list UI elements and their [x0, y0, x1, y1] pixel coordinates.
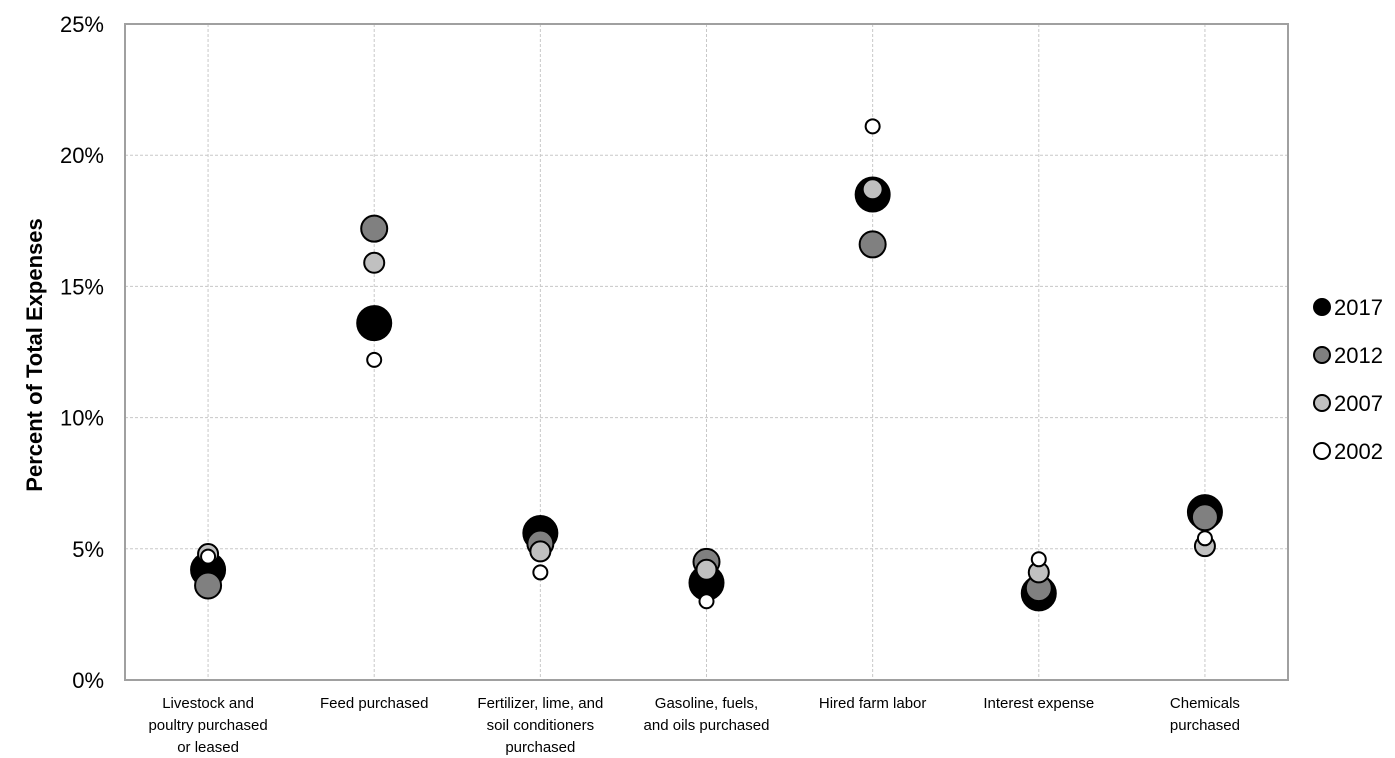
point-2002-2: [532, 564, 549, 581]
legend-marker-2002: [1313, 442, 1331, 460]
data-points: [190, 118, 1223, 612]
y-tick-label: 0%: [72, 668, 104, 693]
point-2007-4: [861, 178, 884, 201]
point-2012-0: [194, 571, 223, 600]
legend-marker-2012: [1313, 346, 1331, 364]
y-tick-label: 5%: [72, 537, 104, 562]
legend-label-2017: 2017: [1334, 295, 1383, 320]
point-2017-1: [356, 305, 393, 342]
legend-marker-2017: [1313, 298, 1331, 316]
y-axis-ticks: 0% 5% 10% 15% 20% 25%: [60, 12, 104, 693]
point-2002-0: [200, 548, 217, 565]
point-2012-6: [1190, 503, 1219, 532]
x-category-label: Interest expense: [983, 695, 1094, 712]
x-category-label: or leased: [177, 739, 239, 756]
x-category-label: purchased: [505, 739, 575, 756]
point-2002-5: [1030, 551, 1047, 568]
point-2007-3: [695, 558, 718, 581]
x-axis-categories: Livestock and poultry purchased or leased F…: [148, 695, 1240, 756]
x-category-label: poultry purchased: [148, 717, 267, 734]
y-tick-label: 25%: [60, 12, 104, 37]
y-axis-label: Percent of Total Expenses: [22, 218, 47, 491]
x-category-label: Livestock and: [162, 695, 254, 712]
point-2007-1: [363, 251, 386, 274]
y-tick-label: 20%: [60, 143, 104, 168]
legend-label-2012: 2012: [1334, 343, 1383, 368]
legend-marker-2007: [1313, 394, 1331, 412]
x-category-label: Fertilizer, lime, and: [477, 695, 603, 712]
point-2012-4: [858, 230, 887, 259]
x-category-label: Gasoline, fuels,: [655, 695, 758, 712]
x-category-label: and oils purchased: [644, 717, 770, 734]
x-category-label: purchased: [1170, 717, 1240, 734]
y-tick-label: 10%: [60, 406, 104, 431]
x-category-label: Chemicals: [1170, 695, 1240, 712]
point-2002-4: [864, 118, 881, 135]
x-category-label: soil conditioners: [487, 717, 595, 734]
legend-label-2002: 2002: [1334, 439, 1383, 464]
point-2007-2: [529, 540, 552, 563]
point-2012-1: [360, 214, 389, 243]
x-category-label: Feed purchased: [320, 695, 428, 712]
point-2002-1: [366, 351, 383, 368]
legend-label-2007: 2007: [1334, 391, 1383, 416]
legend: 2017 2012 2007 2002: [1313, 295, 1383, 464]
y-tick-label: 15%: [60, 274, 104, 299]
point-2002-6: [1196, 530, 1213, 547]
point-2002-3: [698, 593, 715, 610]
x-category-label: Hired farm labor: [819, 695, 927, 712]
plot-area-border: [124, 23, 1289, 681]
